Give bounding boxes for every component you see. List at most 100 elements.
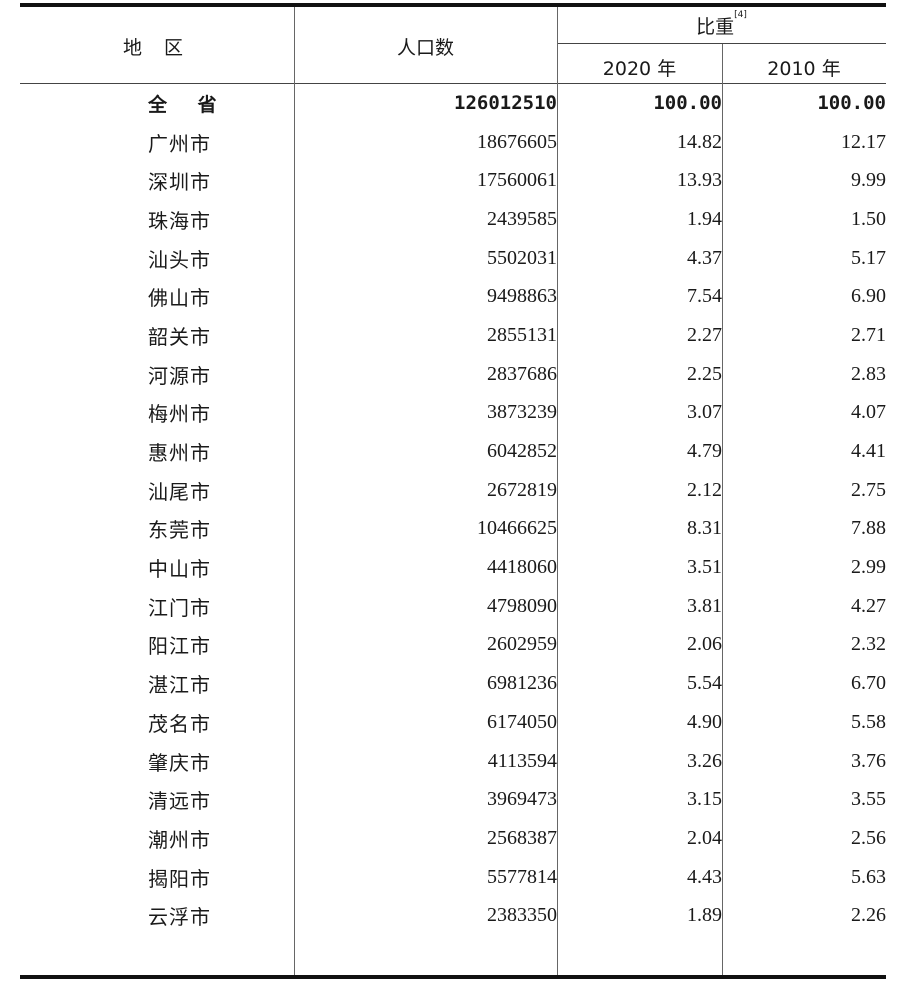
total-row: 全 省 126012510 100.00 100.00 bbox=[20, 84, 886, 123]
share-2010-cell: 2.83 bbox=[851, 362, 886, 385]
region-cell: 东莞市 bbox=[148, 520, 211, 543]
share-2010-cell: 1.50 bbox=[851, 207, 886, 230]
share-2010-cell: 5.58 bbox=[851, 710, 886, 733]
share-2010-cell: 9.99 bbox=[851, 169, 886, 192]
share-2020-cell: 8.31 bbox=[687, 517, 722, 540]
table-row: 肇庆市 4113594 3.26 3.76 bbox=[20, 742, 886, 781]
population-cell: 2837686 bbox=[487, 362, 557, 385]
share-2020-cell: 3.15 bbox=[687, 788, 722, 811]
header-2020: 2020 年 bbox=[602, 58, 677, 80]
population-cell: 2439585 bbox=[487, 207, 557, 230]
population-cell: 9498863 bbox=[487, 285, 557, 308]
region-cell: 河源市 bbox=[148, 365, 211, 388]
population-cell: 4113594 bbox=[487, 749, 557, 772]
table-row: 惠州市 6042852 4.79 4.41 bbox=[20, 432, 886, 471]
table-row: 佛山市 9498863 7.54 6.90 bbox=[20, 277, 886, 316]
share-2020-cell: 4.90 bbox=[687, 710, 722, 733]
table-row: 中山市 4418060 3.51 2.99 bbox=[20, 548, 886, 587]
table-row: 阳江市 2602959 2.06 2.32 bbox=[20, 626, 886, 665]
share-2010-cell: 2.71 bbox=[851, 323, 886, 346]
share-2010-cell: 2.26 bbox=[851, 904, 886, 927]
population-table: 全 省 126012510 100.00 100.00 广州市 18676605 14.82… bbox=[20, 84, 886, 935]
population-cell: 4418060 bbox=[487, 556, 557, 579]
column-divider bbox=[557, 7, 558, 975]
table-row: 汕头市 5502031 4.37 5.17 bbox=[20, 239, 886, 278]
header-region: 地 区 bbox=[122, 37, 192, 59]
header-2010: 2010 年 bbox=[767, 58, 841, 80]
share-2010-cell: 5.63 bbox=[851, 865, 886, 888]
share-2010-cell: 2.56 bbox=[851, 826, 886, 849]
header-share: 比重[4] bbox=[557, 10, 886, 39]
population-cell: 5502031 bbox=[487, 246, 557, 269]
share-2010-cell: 6.90 bbox=[851, 285, 886, 308]
share-2010-cell: 2.75 bbox=[851, 478, 886, 501]
region-cell: 茂名市 bbox=[148, 713, 211, 736]
population-cell: 6981236 bbox=[487, 672, 557, 695]
footnote-ref: [4] bbox=[734, 10, 747, 20]
table-row: 潮州市 2568387 2.04 2.56 bbox=[20, 819, 886, 858]
share-2020-cell: 2.27 bbox=[687, 323, 722, 346]
share-2020-cell: 5.54 bbox=[687, 672, 722, 695]
population-cell: 126012510 bbox=[454, 92, 557, 115]
share-2010-cell: 3.55 bbox=[851, 788, 886, 811]
table-row: 清远市 3969473 3.15 3.55 bbox=[20, 780, 886, 819]
region-cell: 肇庆市 bbox=[148, 752, 211, 775]
region-cell: 惠州市 bbox=[148, 443, 211, 466]
population-cell: 5577814 bbox=[487, 865, 557, 888]
table-row: 东莞市 10466625 8.31 7.88 bbox=[20, 510, 886, 549]
share-2020-cell: 2.25 bbox=[687, 362, 722, 385]
bottom-rule bbox=[20, 975, 886, 979]
region-cell: 阳江市 bbox=[148, 636, 211, 659]
region-cell: 韶关市 bbox=[148, 326, 211, 349]
region-cell: 汕尾市 bbox=[148, 481, 211, 504]
region-cell: 汕头市 bbox=[148, 249, 211, 272]
share-2020-cell: 2.06 bbox=[687, 633, 722, 656]
region-cell: 佛山市 bbox=[148, 288, 211, 311]
region-cell: 江门市 bbox=[148, 597, 211, 620]
share-2020-cell: 2.12 bbox=[687, 478, 722, 501]
table-row: 江门市 4798090 3.81 4.27 bbox=[20, 587, 886, 626]
share-2010-cell: 5.17 bbox=[851, 246, 886, 269]
table-row: 河源市 2837686 2.25 2.83 bbox=[20, 355, 886, 394]
table-row: 梅州市 3873239 3.07 4.07 bbox=[20, 394, 886, 433]
share-2010-cell: 4.41 bbox=[851, 440, 886, 463]
share-2020-cell: 3.07 bbox=[687, 401, 722, 424]
header-sub-divider bbox=[557, 43, 886, 44]
table-row: 云浮市 2383350 1.89 2.26 bbox=[20, 896, 886, 935]
share-2010-cell: 2.32 bbox=[851, 633, 886, 656]
population-cell: 2568387 bbox=[487, 826, 557, 849]
population-cell: 10466625 bbox=[477, 517, 557, 540]
region-cell: 珠海市 bbox=[148, 210, 211, 233]
population-cell: 18676605 bbox=[477, 130, 557, 153]
share-2020-cell: 14.82 bbox=[677, 130, 722, 153]
table-row: 茂名市 6174050 4.90 5.58 bbox=[20, 703, 886, 742]
column-divider bbox=[294, 7, 295, 975]
share-2010-cell: 7.88 bbox=[851, 517, 886, 540]
population-cell: 6042852 bbox=[487, 440, 557, 463]
population-cell: 3873239 bbox=[487, 401, 557, 424]
share-2020-cell: 100.00 bbox=[653, 92, 722, 115]
population-cell: 2602959 bbox=[487, 633, 557, 656]
share-2020-cell: 4.43 bbox=[687, 865, 722, 888]
share-2020-cell: 4.37 bbox=[687, 246, 722, 269]
column-divider bbox=[722, 44, 723, 975]
region-cell: 揭阳市 bbox=[148, 868, 211, 891]
population-cell: 3969473 bbox=[487, 788, 557, 811]
table-row: 揭阳市 5577814 4.43 5.63 bbox=[20, 858, 886, 897]
population-cell: 17560061 bbox=[477, 169, 557, 192]
share-2010-cell: 3.76 bbox=[851, 749, 886, 772]
header-population: 人口数 bbox=[396, 37, 454, 59]
share-2020-cell: 4.79 bbox=[687, 440, 722, 463]
region-cell: 湛江市 bbox=[148, 675, 211, 698]
share-2020-cell: 7.54 bbox=[687, 285, 722, 308]
population-cell: 4798090 bbox=[487, 594, 557, 617]
share-2020-cell: 2.04 bbox=[687, 826, 722, 849]
table-row: 深圳市 17560061 13.93 9.99 bbox=[20, 161, 886, 200]
share-2020-cell: 1.94 bbox=[687, 207, 722, 230]
header-share-label: 比重 bbox=[696, 16, 735, 38]
table-row: 广州市 18676605 14.82 12.17 bbox=[20, 123, 886, 162]
region-cell: 云浮市 bbox=[148, 907, 211, 930]
share-2010-cell: 4.27 bbox=[851, 594, 886, 617]
share-2010-cell: 12.17 bbox=[841, 130, 886, 153]
population-cell: 2383350 bbox=[487, 904, 557, 927]
